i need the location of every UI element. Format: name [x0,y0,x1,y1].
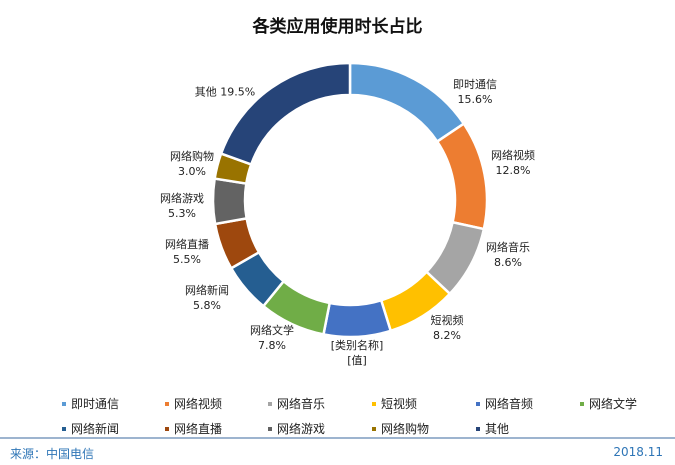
data-label-value: 8.2% [433,329,461,342]
data-label: 网络直播 5.5% [165,237,209,267]
legend-label: 网络直播 [174,422,223,436]
legend-swatch [268,426,272,431]
data-label-value: 5.5% [173,253,201,266]
data-label-name: 网络购物 [170,150,214,163]
data-label-name: 网络游戏 [160,192,204,205]
data-label: 网络新闻 5.8% [185,283,229,313]
legend-label: 网络视频 [174,397,223,411]
legend-item: 即时通信 [62,395,119,412]
legend-label: 即时通信 [71,397,120,411]
data-label-name: 网络音乐 [486,241,530,254]
legend-label: 网络音乐 [277,397,326,411]
data-label-value: 7.8% [258,339,286,352]
data-label: 网络文学 7.8% [250,323,294,353]
legend-item: 其他 [476,420,509,437]
data-label-name: [类别名称] [330,339,384,352]
data-label: 其他 19.5% [195,85,255,100]
legend-swatch [476,426,480,431]
data-label-value: [值] [347,354,367,367]
donut-slice-0 [348,61,466,144]
legend-item: 网络音乐 [268,395,325,412]
legend-swatch [165,401,169,406]
data-label-name: 即时通信 [453,78,497,91]
donut-slice-1 [435,121,489,231]
legend-swatch [372,401,376,406]
data-label: [类别名称] [值] [331,338,384,368]
legend-item: 网络视频 [165,395,222,412]
legend-swatch [372,426,376,431]
data-label: 网络游戏 5.3% [160,191,204,221]
legend-item: 网络游戏 [268,420,325,437]
donut-slice-4 [322,298,393,339]
legend-item: 网络购物 [372,420,429,437]
legend-swatch [62,401,66,406]
donut-slice-8 [211,177,249,226]
data-label-name: 网络新闻 [185,284,229,297]
legend-label: 网络游戏 [277,422,326,436]
legend-swatch [268,401,272,406]
legend-label: 网络新闻 [71,422,120,436]
data-label-value: 5.3% [168,207,196,220]
legend-label: 其他 [485,422,510,436]
legend-swatch [165,426,169,431]
data-label: 网络视频 12.8% [491,148,535,178]
data-label: 短视频 8.2% [431,313,464,343]
data-label-name: 短视频 [430,314,464,327]
legend-item: 网络音频 [476,395,533,412]
legend-label: 网络音频 [485,397,534,411]
data-label: 即时通信 15.6% [453,77,497,107]
legend-swatch [580,401,584,406]
data-label-name: 网络直播 [165,238,209,251]
source-text: 来源：中国电信 [10,447,95,461]
legend-label: 网络文学 [589,397,638,411]
data-label-value: 19.5% [220,85,256,99]
legend-swatch [62,426,66,431]
data-label-name: 网络视频 [491,149,535,162]
chart-title: 各类应用使用时长占比 [252,17,423,37]
data-label: 网络音乐 8.6% [486,240,530,270]
data-label-value: 5.8% [193,299,221,312]
legend-item: 短视频 [372,395,417,412]
data-label-name: 其他 [194,85,217,99]
date-text: 2018.11 [613,445,663,459]
legend-label: 短视频 [381,397,418,411]
data-label-name: 网络文学 [250,324,294,337]
legend-item: 网络新闻 [62,420,119,437]
legend-item: 网络文学 [580,395,637,412]
data-label-value: 15.6% [457,93,493,106]
legend-swatch [476,401,480,406]
footer-divider [0,437,675,439]
data-label-value: 12.8% [495,164,531,177]
data-label: 网络购物 3.0% [170,149,214,179]
data-label-value: 8.6% [494,256,522,269]
data-label-value: 3.0% [178,165,206,178]
legend-label: 网络购物 [381,422,430,436]
legend-item: 网络直播 [165,420,222,437]
donut-slice-10 [219,61,352,167]
